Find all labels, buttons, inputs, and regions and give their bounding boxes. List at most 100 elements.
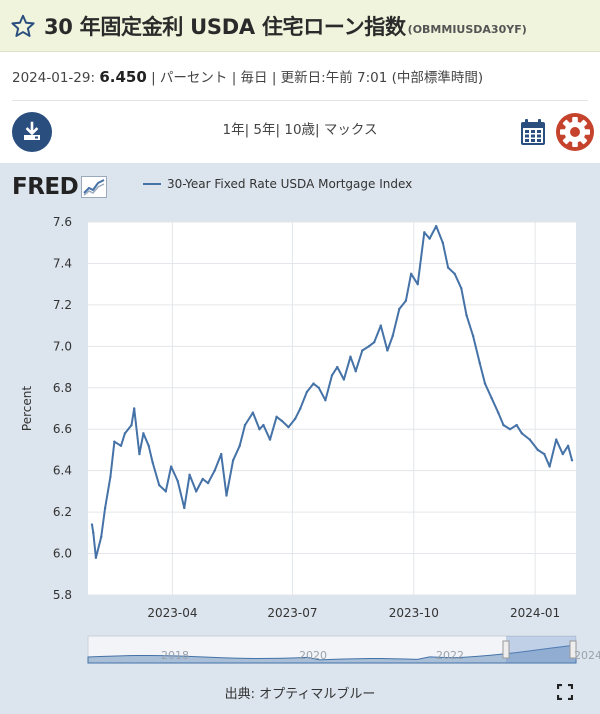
data-point[interactable]	[317, 386, 321, 389]
data-point[interactable]	[99, 535, 103, 539]
data-point[interactable]	[206, 481, 210, 485]
navigator-handle-right[interactable]	[569, 640, 577, 659]
data-point[interactable]	[220, 452, 223, 456]
data-point[interactable]	[349, 355, 352, 358]
fred-logo[interactable]: FRED	[12, 174, 108, 200]
data-point[interactable]	[225, 494, 228, 497]
data-point[interactable]	[299, 407, 302, 410]
data-point[interactable]	[502, 423, 505, 427]
data-point[interactable]	[515, 423, 518, 427]
data-point[interactable]	[231, 459, 235, 462]
data-point[interactable]	[520, 432, 524, 435]
data-point[interactable]	[262, 423, 265, 427]
calendar-icon[interactable]	[520, 118, 546, 146]
data-point[interactable]	[409, 272, 413, 276]
data-point[interactable]	[201, 477, 204, 481]
data-point[interactable]	[312, 382, 315, 385]
data-point[interactable]	[342, 378, 346, 381]
data-point[interactable]	[147, 444, 150, 447]
navigator-area	[87, 644, 577, 664]
data-point[interactable]	[287, 425, 290, 429]
data-point[interactable]	[130, 423, 133, 427]
data-point[interactable]	[305, 390, 309, 394]
navigator-selection[interactable]	[506, 636, 576, 663]
data-point[interactable]	[123, 432, 127, 435]
data-point[interactable]	[119, 444, 123, 447]
data-point[interactable]	[194, 490, 198, 493]
data-point[interactable]	[446, 266, 450, 269]
data-point[interactable]	[428, 237, 431, 240]
data-point[interactable]	[213, 469, 216, 472]
data-point[interactable]	[280, 419, 284, 423]
data-point[interactable]	[268, 438, 272, 441]
data-point[interactable]	[324, 399, 327, 402]
data-point[interactable]	[391, 334, 394, 338]
data-point[interactable]	[465, 314, 468, 317]
navigator-handle-left[interactable]	[502, 640, 510, 659]
range-5y[interactable]: 5年	[253, 122, 276, 138]
data-point[interactable]	[354, 370, 357, 373]
data-point[interactable]	[423, 231, 426, 234]
data-point[interactable]	[404, 299, 408, 302]
data-point[interactable]	[555, 438, 558, 441]
data-point[interactable]	[109, 475, 112, 479]
data-point[interactable]	[367, 345, 371, 348]
data-point[interactable]	[373, 340, 376, 344]
data-point[interactable]	[561, 452, 565, 456]
data-point[interactable]	[460, 287, 463, 290]
data-point[interactable]	[386, 349, 389, 352]
download-button[interactable]	[12, 112, 52, 152]
data-point[interactable]	[379, 324, 382, 327]
range-10y[interactable]: 10歳	[284, 122, 316, 138]
data-point[interactable]	[92, 531, 95, 535]
data-point[interactable]	[336, 365, 339, 369]
data-point[interactable]	[258, 428, 261, 431]
data-point[interactable]	[490, 396, 493, 400]
data-point[interactable]	[478, 361, 481, 365]
data-point[interactable]	[361, 349, 364, 352]
data-point[interactable]	[158, 483, 161, 487]
data-point[interactable]	[570, 459, 574, 462]
data-point[interactable]	[471, 334, 475, 338]
range-max[interactable]: マックス	[323, 122, 378, 138]
data-point[interactable]	[483, 382, 487, 385]
line-chart[interactable]: 5.8 6.0 6.2 6.4 6.6 6.8 7.0 7.2 7.4 7.6 2023-04 202…	[0, 200, 600, 680]
data-point[interactable]	[151, 461, 154, 464]
data-point[interactable]	[330, 374, 334, 377]
fullscreen-icon[interactable]	[557, 684, 573, 700]
data-point[interactable]	[238, 444, 241, 447]
data-point[interactable]	[94, 556, 98, 559]
data-point[interactable]	[548, 465, 551, 468]
navigator-label: 2018	[161, 649, 189, 662]
data-point[interactable]	[416, 282, 419, 286]
data-point[interactable]	[536, 448, 539, 452]
data-point[interactable]	[543, 452, 546, 456]
data-point[interactable]	[243, 423, 247, 427]
gear-icon[interactable]	[555, 112, 595, 152]
data-point[interactable]	[453, 272, 456, 276]
data-point[interactable]	[398, 307, 401, 311]
data-point[interactable]	[528, 438, 532, 441]
star-icon[interactable]	[10, 13, 36, 39]
data-point[interactable]	[103, 506, 107, 510]
data-point[interactable]	[90, 523, 94, 526]
data-point[interactable]	[164, 490, 168, 493]
y-tick-label: 7.4	[53, 256, 72, 270]
data-point[interactable]	[293, 417, 297, 421]
data-point[interactable]	[251, 411, 255, 414]
data-point[interactable]	[138, 452, 141, 456]
data-point[interactable]	[132, 407, 136, 410]
data-point[interactable]	[188, 473, 191, 477]
data-point[interactable]	[566, 444, 570, 447]
data-point[interactable]	[441, 241, 444, 244]
data-point[interactable]	[169, 465, 173, 468]
data-point[interactable]	[142, 432, 145, 435]
range-1y[interactable]: 1年	[222, 122, 245, 138]
data-point[interactable]	[508, 428, 512, 431]
data-point[interactable]	[176, 479, 179, 483]
data-point[interactable]	[275, 415, 278, 418]
data-point[interactable]	[113, 440, 116, 443]
data-point[interactable]	[183, 506, 186, 510]
data-point[interactable]	[496, 411, 500, 414]
data-point[interactable]	[434, 224, 438, 228]
